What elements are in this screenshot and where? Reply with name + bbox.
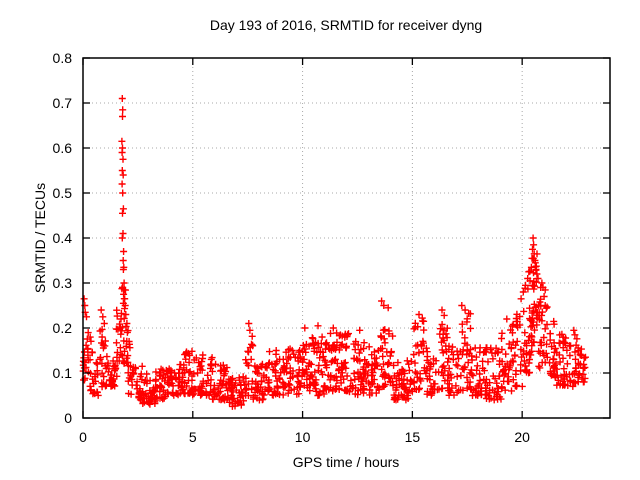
y-tick-label: 0.7 [53, 95, 73, 111]
y-tick-label: 0.6 [53, 140, 73, 156]
data-series-srmtid [79, 95, 589, 410]
tick-labels: 0 5 10 15 20 0 0.1 0.2 0.3 0.4 0.5 0.6 0.7 0.8 [53, 50, 531, 445]
x-tick-label: 10 [295, 429, 311, 445]
y-tick-label: 0.1 [53, 365, 73, 381]
y-tick-label: 0.8 [53, 50, 73, 66]
x-tick-label: 15 [405, 429, 421, 445]
x-tick-label: 5 [189, 429, 197, 445]
y-tick-label: 0.3 [53, 275, 73, 291]
y-tick-label: 0.5 [53, 185, 73, 201]
y-tick-label: 0.2 [53, 320, 73, 336]
x-tick-label: 0 [79, 429, 87, 445]
x-axis-label: GPS time / hours [293, 454, 400, 470]
y-axis-label: SRMTID / TECUs [32, 183, 48, 293]
y-tick-label: 0 [64, 410, 72, 426]
y-tick-label: 0.4 [53, 230, 73, 246]
plot-border [82, 57, 611, 419]
chart-title: Day 193 of 2016, SRMTID for receiver dyn… [210, 17, 482, 33]
x-tick-label: 20 [514, 429, 530, 445]
scatter-plus-markers [79, 95, 589, 410]
